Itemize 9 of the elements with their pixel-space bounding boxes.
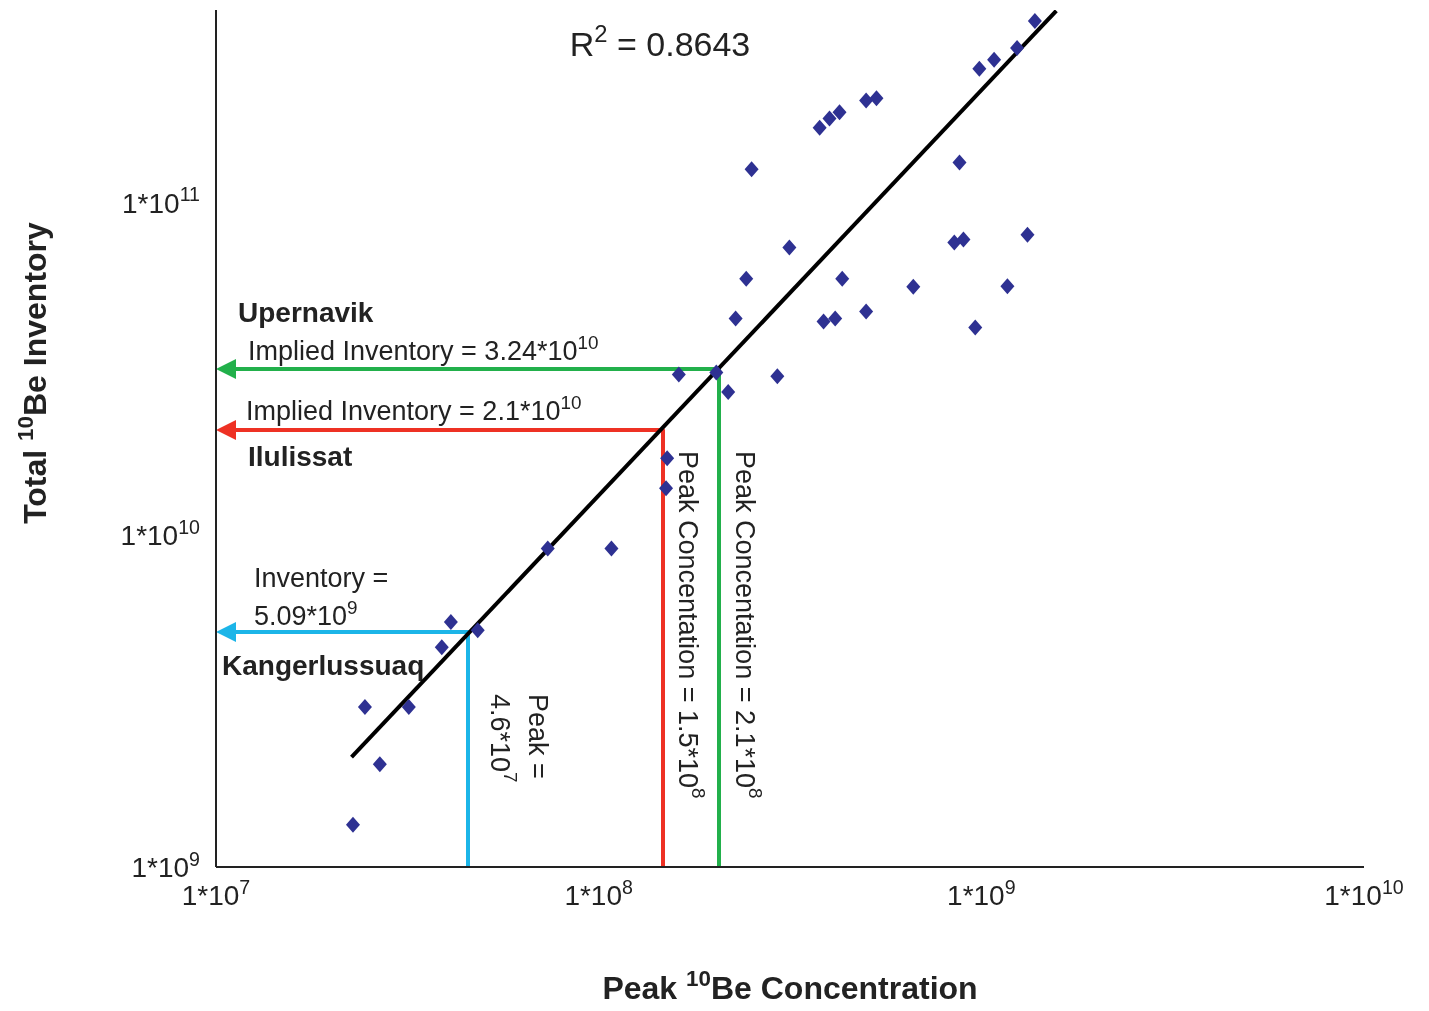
- annotation: Inventory =: [254, 563, 389, 593]
- y-axis-title: Total 10Be Inventory: [13, 221, 53, 524]
- annotation: Peak Concentation = 2.1*108: [730, 451, 767, 799]
- annotation: Upernavik: [238, 297, 374, 328]
- annotation: Kangerlussuaq: [222, 650, 425, 681]
- annotation: Peak Concentation = 1.5*108: [673, 451, 710, 799]
- annotation: 4.6*107: [485, 694, 522, 783]
- annotation: Peak =: [523, 694, 553, 779]
- annotation: Ilulissat: [248, 441, 353, 472]
